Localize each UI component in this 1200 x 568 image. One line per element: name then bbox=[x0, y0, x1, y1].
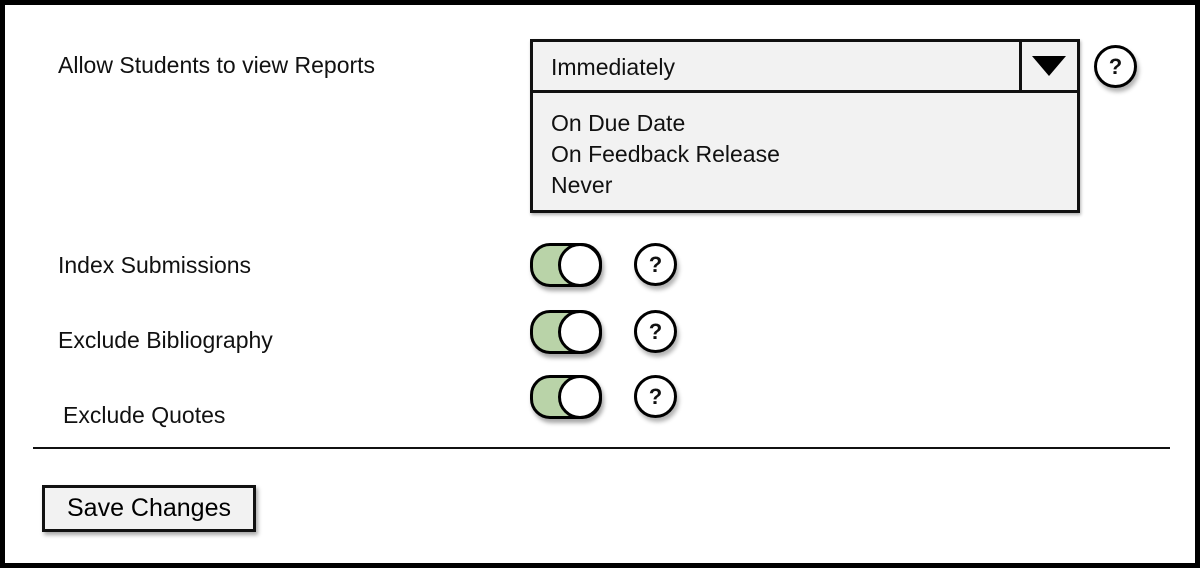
chevron-down-icon[interactable] bbox=[1019, 42, 1077, 90]
save-changes-button[interactable]: Save Changes bbox=[42, 485, 256, 532]
dropdown-option[interactable]: On Feedback Release bbox=[551, 141, 780, 167]
dropdown-option[interactable]: On Due Date bbox=[551, 110, 686, 136]
toggle-knob bbox=[558, 243, 602, 287]
toggle-knob bbox=[558, 375, 602, 419]
dropdown-options: On Due Date On Feedback Release Never bbox=[551, 108, 780, 201]
exclude-bibliography-toggle[interactable] bbox=[530, 310, 602, 354]
report-view-label: Allow Students to view Reports bbox=[58, 52, 376, 78]
dropdown-header[interactable]: Immediately bbox=[533, 42, 1077, 93]
index-submissions-label: Index Submissions bbox=[58, 252, 252, 278]
help-icon[interactable]: ? bbox=[634, 243, 677, 286]
help-icon[interactable]: ? bbox=[634, 375, 677, 418]
help-icon[interactable]: ? bbox=[1094, 45, 1137, 88]
exclude-bibliography-label: Exclude Bibliography bbox=[58, 327, 273, 353]
toggle-knob bbox=[558, 310, 602, 354]
exclude-quotes-toggle[interactable] bbox=[530, 375, 602, 419]
exclude-quotes-label: Exclude Quotes bbox=[63, 402, 226, 428]
help-icon[interactable]: ? bbox=[634, 310, 677, 353]
dropdown-selected-value: Immediately bbox=[551, 54, 675, 80]
report-view-dropdown[interactable]: Immediately On Due Date On Feedback Rele… bbox=[530, 39, 1080, 213]
dropdown-option[interactable]: Never bbox=[551, 172, 613, 198]
index-submissions-toggle[interactable] bbox=[530, 243, 602, 287]
divider bbox=[33, 447, 1170, 449]
